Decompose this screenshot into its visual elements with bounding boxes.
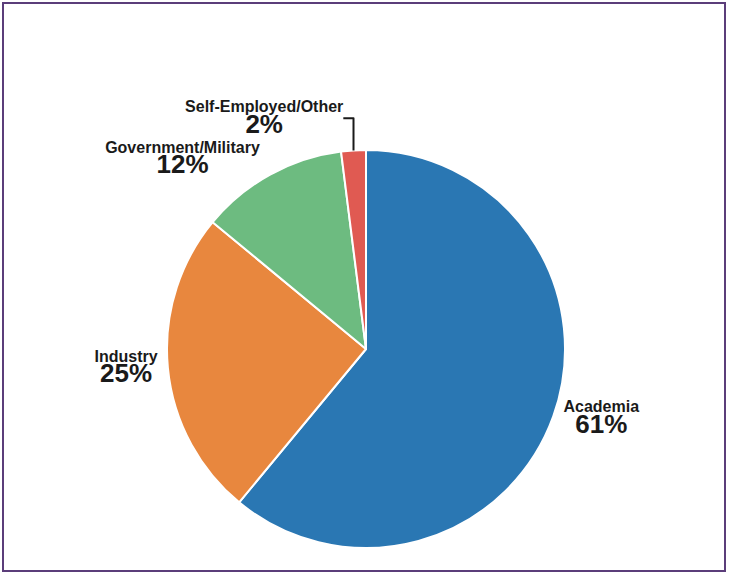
svg-text:Academia61%: Academia61% <box>563 398 639 439</box>
svg-text:Industry25%: Industry25% <box>94 348 157 389</box>
svg-text:Self-Employed/Other2%: Self-Employed/Other2% <box>185 98 343 139</box>
svg-text:Government/Military12%: Government/Military12% <box>105 139 260 180</box>
